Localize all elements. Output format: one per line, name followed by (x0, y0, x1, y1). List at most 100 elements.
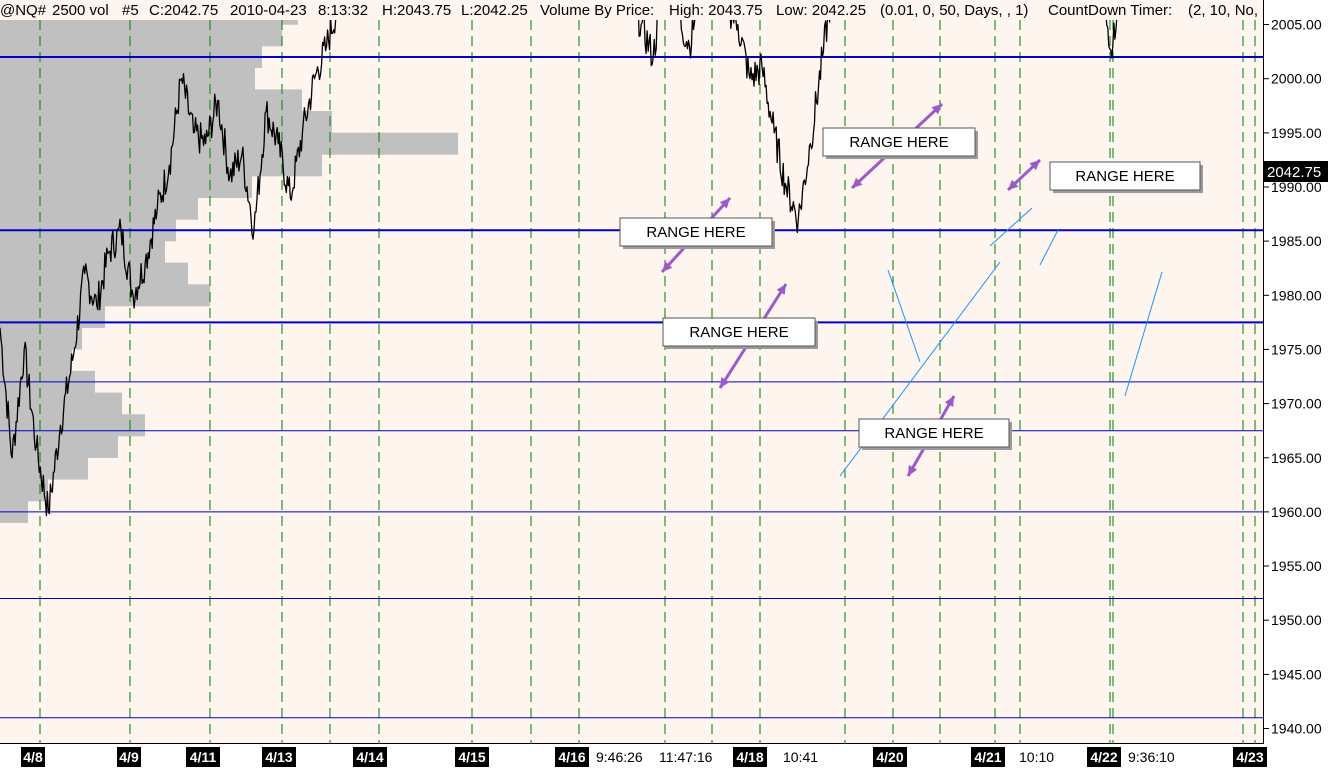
range-arrow-tail (1008, 179, 1019, 190)
range-annotation-3: RANGE HERE (1049, 161, 1203, 193)
y-tick-label-11: 1995.00 (1271, 125, 1322, 141)
y-tick-label-4: 1960.00 (1271, 504, 1322, 520)
header-text: @NQ# 2500 vol #5 C:2042.75 2010-04-23 8:… (0, 2, 1258, 19)
profile-bar-19 (0, 89, 302, 112)
y-tick-label-5: 1965.00 (1271, 450, 1322, 466)
price-axis-ticks: 1940.00 1945.00 1950.00 1955.00 1960.00 1965.… (1264, 17, 1322, 737)
profile-bar-4 (0, 414, 145, 437)
price-line (0, 0, 1119, 517)
range-arrow-tail (908, 465, 918, 476)
header-vbp-low: Low: 2042.25 (776, 2, 866, 19)
date-label-5: 4/15 (458, 749, 485, 765)
date-tag-2 (186, 747, 220, 767)
header-study-id: #5 (122, 2, 139, 19)
date-tag-10 (1087, 747, 1121, 767)
range-arrow-tail (662, 261, 673, 272)
y-tick-label-2: 1950.00 (1271, 612, 1322, 628)
trendline-2 (1124, 271, 1163, 397)
annotation-box (619, 217, 773, 247)
time-label-4: 9:36:10 (1128, 749, 1175, 765)
profile-bar-1 (0, 479, 48, 502)
y-tick-label-3: 1955.00 (1271, 558, 1322, 574)
date-label-3: 4/13 (265, 749, 292, 765)
y-tick-label-0: 1940.00 (1271, 721, 1322, 737)
profile-bar-8 (0, 327, 82, 350)
range-arrow-head (931, 104, 942, 115)
y-tick-label-1: 1945.00 (1271, 666, 1322, 682)
range-arrow-tail (852, 177, 863, 188)
annotation-box (858, 418, 1010, 448)
date-label-9: 4/21 (974, 749, 1001, 765)
header-high: H:2043.75 (382, 2, 451, 19)
profile-bar-14 (0, 197, 198, 220)
range-arrow-tail (720, 377, 730, 388)
y-tick-label-7: 1975.00 (1271, 341, 1322, 357)
date-tag-1 (117, 747, 141, 767)
y-tick-label-9: 1985.00 (1271, 233, 1322, 249)
date-label-7: 4/18 (736, 749, 763, 765)
trendline-3 (989, 207, 1033, 247)
profile-bar-10 (0, 284, 210, 307)
y-tick-label-6: 1970.00 (1271, 396, 1322, 412)
time-axis-labels: 4/8 4/9 4/11 4/13 4/14 4/15 4/16 4/18 4/20 4/21 4/… (21, 747, 1267, 767)
header-vbp-params: (0.01, 0, 50, Days, , 1) (880, 2, 1028, 19)
header-vbp-high: High: 2043.75 (669, 2, 762, 19)
profile-bar-22 (0, 24, 282, 47)
y-tick-label-13: 2005.00 (1271, 17, 1322, 33)
profile-bar-12 (0, 241, 165, 263)
y-tick-label-10: 1990.00 (1271, 179, 1322, 195)
last-price-tag (1264, 161, 1328, 182)
profile-bar-11 (0, 262, 188, 285)
header-study-name: Volume By Price: (540, 2, 654, 19)
date-tag-11 (1233, 747, 1267, 767)
annotation-text: RANGE HERE (646, 224, 745, 241)
annotation-box (662, 317, 816, 347)
profile-bar-17 (0, 132, 458, 155)
date-tag-9 (971, 747, 1005, 767)
range-arrow-head (944, 396, 954, 407)
date-tag-4 (353, 747, 387, 767)
date-label-1: 4/9 (119, 749, 139, 765)
header-bar-spec: 2500 vol (52, 2, 109, 19)
date-tag-7 (733, 747, 767, 767)
header-date: 2010-04-23 (230, 2, 307, 19)
header-timer-name: CountDown Timer: (1048, 2, 1172, 19)
trendline-1 (887, 269, 921, 363)
annotation-text: RANGE HERE (849, 134, 948, 151)
date-tag-6 (555, 747, 589, 767)
annotation-text: RANGE HERE (689, 324, 788, 341)
annotation-box (822, 127, 976, 157)
profile-bar-7 (0, 349, 72, 372)
last-price-label: 2042.75 (1267, 164, 1321, 181)
date-tag-0 (21, 747, 45, 767)
profile-bar-18 (0, 111, 332, 133)
range-arrow-3 (1006, 158, 1042, 192)
date-tag-3 (262, 747, 296, 767)
price-series (0, 0, 1119, 517)
profile-bar-2 (0, 457, 88, 480)
date-label-4: 4/14 (356, 749, 383, 765)
trendline-4 (1039, 229, 1059, 266)
date-label-6: 4/16 (558, 749, 585, 765)
header-low: L:2042.25 (461, 2, 528, 19)
range-annotation-2: RANGE HERE (822, 127, 978, 159)
date-label-11: 4/23 (1236, 749, 1263, 765)
time-label-0: 9:46:26 (596, 749, 643, 765)
header-timer-params: (2, 10, No, (1188, 2, 1258, 19)
date-label-8: 4/20 (876, 749, 903, 765)
time-label-2: 10:41 (783, 749, 818, 765)
header-symbol: @NQ# (0, 2, 47, 19)
range-arrow-head (776, 284, 786, 295)
annotation-text: RANGE HERE (1075, 168, 1174, 185)
range-arrow-head (1029, 160, 1040, 171)
date-label-0: 4/8 (23, 749, 43, 765)
range-arrow-head (719, 198, 730, 209)
header-time: 8:13:32 (318, 2, 368, 19)
profile-bar-15 (0, 176, 252, 198)
date-tag-8 (873, 747, 907, 767)
range-annotation-1: RANGE HERE (662, 317, 818, 349)
range-annotation-0: RANGE HERE (619, 217, 775, 249)
price-axis-panel (1264, 0, 1332, 769)
profile-bar-16 (0, 154, 322, 177)
